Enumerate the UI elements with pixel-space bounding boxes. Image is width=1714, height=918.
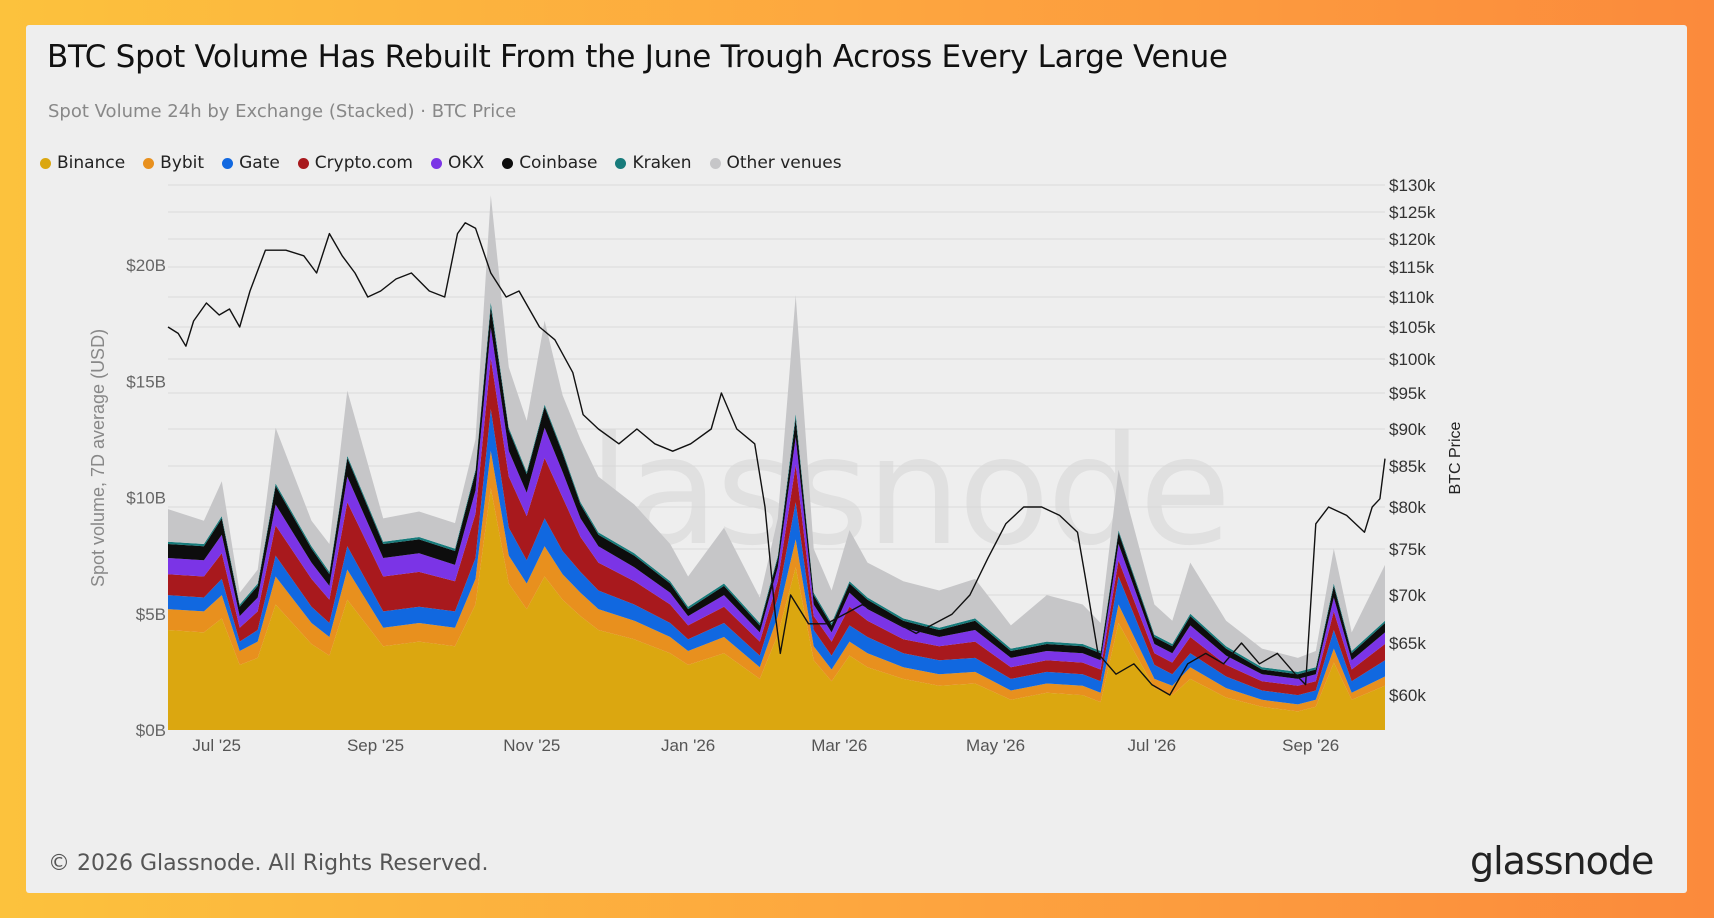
y2-tick-label: $80k <box>1389 498 1426 517</box>
legend-swatch-binance <box>40 157 51 169</box>
y2-axis-title: BTC Price <box>1447 421 1464 494</box>
chart-subtitle: Spot Volume 24h by Exchange (Stacked) · … <box>48 101 517 122</box>
x-tick-label: Jan '26 <box>661 736 715 755</box>
legend-item-okx[interactable]: OKX <box>431 153 484 173</box>
glassnode-logo: glassnode <box>1470 839 1654 883</box>
x-tick-label: Sep '25 <box>347 736 404 755</box>
y2-tick-label: $85k <box>1389 457 1426 476</box>
legend-swatch-kraken <box>615 157 627 169</box>
y2-tick-label: $120k <box>1389 230 1436 249</box>
legend-item-crypto-com[interactable]: Crypto.com <box>297 153 413 173</box>
y-axis-title: Spot volume, 7D average (USD) <box>88 329 108 587</box>
copyright-footer: © 2026 Glassnode. All Rights Reserved. <box>48 851 489 876</box>
y2-tick-label: $100k <box>1389 350 1436 369</box>
y2-tick-label: $60k <box>1389 686 1426 705</box>
chart-title: BTC Spot Volume Has Rebuilt From the Jun… <box>47 39 1228 75</box>
legend-label-binance: Binance <box>57 153 126 173</box>
legend-label-bybit: Bybit <box>160 153 205 173</box>
legend-swatch-coinbase <box>502 157 514 169</box>
legend-item-other-venues[interactable]: Other venues <box>709 153 842 173</box>
y-tick-label: $20B <box>126 256 166 275</box>
y2-tick-label: $65k <box>1389 634 1426 653</box>
legend-swatch-crypto-com <box>297 157 309 169</box>
area-binance <box>168 488 1385 730</box>
x-tick-label: Sep '26 <box>1282 736 1339 755</box>
y2-tick-label: $130k <box>1389 176 1436 195</box>
y2-tick-label: $90k <box>1389 420 1426 439</box>
legend-item-gate[interactable]: Gate <box>222 153 280 173</box>
y-tick-label: $5B <box>136 605 166 624</box>
y2-tick-label: $115k <box>1389 258 1435 277</box>
legend-label-kraken: Kraken <box>632 153 692 173</box>
y2-tick-label: $95k <box>1389 384 1426 403</box>
chart-card: BTC Spot Volume Has Rebuilt From the Jun… <box>26 25 1687 893</box>
legend-swatch-other-venues <box>709 157 721 169</box>
y2-tick-label: $75k <box>1389 540 1426 559</box>
legend-label-coinbase: Coinbase <box>519 153 598 173</box>
y-tick-label: $0B <box>136 721 166 740</box>
x-tick-label: Mar '26 <box>811 736 867 755</box>
x-tick-label: Jul '25 <box>192 736 241 755</box>
legend-item-coinbase[interactable]: Coinbase <box>502 153 597 173</box>
x-tick-label: Jul '26 <box>1128 736 1177 755</box>
legend-item-bybit[interactable]: Bybit <box>143 153 204 173</box>
btc-price-line <box>167 222 1386 696</box>
y2-tick-label: $110k <box>1389 288 1435 307</box>
x-tick-label: Nov '25 <box>503 736 560 755</box>
legend-label-gate: Gate <box>239 153 280 173</box>
legend-swatch-bybit <box>143 157 155 169</box>
legend-label-other-venues: Other venues <box>726 153 842 173</box>
chart-svg: $0B $5B $10B $15B $20B $60k $65k $70k $75k $80k $8… <box>88 176 1464 755</box>
y2-tick-label: $125k <box>1389 203 1436 222</box>
y2-tick-label: $70k <box>1389 586 1426 605</box>
legend-item-kraken[interactable]: Kraken <box>615 153 692 173</box>
legend-label-okx: OKX <box>448 153 485 173</box>
legend: Binance Bybit Gate Crypto.com OKX Coinba… <box>40 153 860 173</box>
legend-swatch-gate <box>222 157 234 169</box>
y2-tick-label: $105k <box>1389 318 1436 337</box>
y-tick-label: $15B <box>126 372 166 391</box>
x-tick-label: May '26 <box>966 736 1025 755</box>
y-tick-label: $10B <box>126 489 166 508</box>
legend-swatch-okx <box>431 157 442 169</box>
legend-item-binance[interactable]: Binance <box>40 153 125 173</box>
legend-label-crypto-com: Crypto.com <box>314 153 413 173</box>
